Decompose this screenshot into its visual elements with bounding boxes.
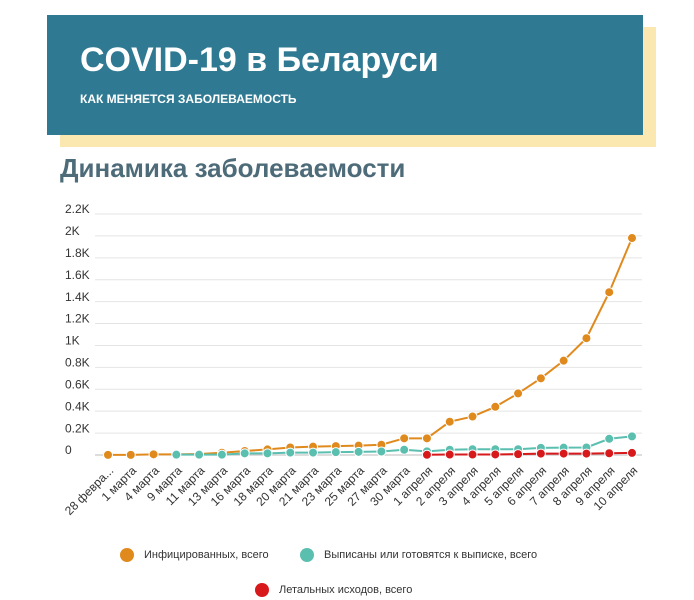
legend-marker [300,548,314,562]
y-tick-label: 0.8K [65,356,90,370]
y-tick-label: 0 [65,443,72,457]
data-point [262,448,273,459]
y-tick-label: 1.4K [65,290,90,304]
data-point [558,448,569,459]
data-point [194,449,205,460]
data-point [103,449,113,460]
data-point [604,433,615,444]
data-point [627,431,637,442]
section-title: Динамика заболеваемости [60,153,405,183]
data-point [467,411,478,422]
data-point [399,444,410,455]
data-point [239,448,250,459]
data-point [581,333,592,344]
y-tick-label: 1K [65,334,80,348]
series-line [108,237,633,456]
data-point [171,449,182,460]
data-point [353,446,364,457]
data-point [444,416,455,427]
data-point [399,433,410,444]
data-point [627,447,637,458]
y-tick-label: 1.8K [65,246,90,260]
data-point [376,446,387,457]
data-point [330,447,341,458]
title: COVID-19 в Беларуси [80,41,439,79]
data-point [125,449,136,460]
data-point [627,232,637,243]
y-tick-label: 0.4K [65,399,90,413]
legend-label: Инфицированных, всего [144,549,269,561]
data-point [285,447,296,458]
data-point [216,449,227,460]
data-point [148,449,159,460]
legend-marker [255,583,269,597]
y-tick-label: 2.2K [65,202,90,216]
y-tick-label: 0.2K [65,421,90,435]
data-point [421,433,432,444]
legend-label: Летальных исходов, всего [279,584,412,596]
data-point [444,449,455,460]
data-point [535,373,546,384]
data-point [513,449,524,460]
data-point [490,401,501,412]
data-point [467,449,478,460]
y-tick-label: 2K [65,224,80,238]
data-point [558,355,569,366]
series-line [426,451,633,456]
data-point [308,447,319,458]
data-point [535,448,546,459]
header-box [47,15,643,135]
y-tick-label: 1.6K [65,268,90,282]
y-tick-label: 0.6K [65,377,90,391]
data-point [581,448,592,459]
data-point [604,448,615,459]
data-point [421,449,432,460]
legend-label: Выписаны или готовятся к выписке, всего [324,549,537,561]
subtitle: КАК МЕНЯЕТСЯ ЗАБОЛЕВАЕМОСТЬ [80,92,297,106]
y-tick-label: 1.2K [65,312,90,326]
legend-marker [120,548,134,562]
data-point [513,388,524,399]
data-point [490,449,501,460]
data-point [604,287,615,298]
